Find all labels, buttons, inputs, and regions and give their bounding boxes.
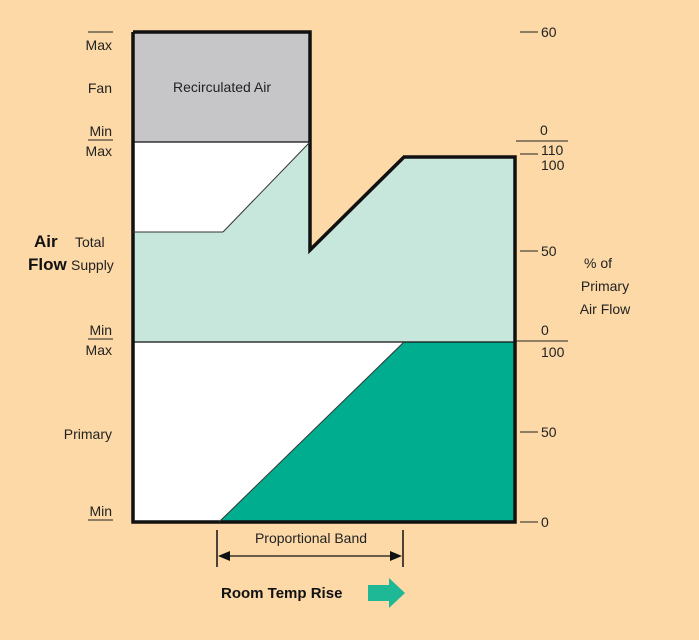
proportional-band-label: Proportional Band <box>255 530 367 546</box>
supply-label: Supply <box>71 257 114 273</box>
right-axis-title-line1: % of <box>584 255 612 271</box>
room-temp-rise-label: Room Temp Rise <box>221 585 342 602</box>
band-arrow-left-head <box>218 551 230 561</box>
tick-100-top-label: 100 <box>541 157 565 173</box>
primary-min-label: Min <box>89 503 112 519</box>
total-supply-max-label: Max <box>86 143 112 159</box>
fan-max-label: Max <box>86 37 112 53</box>
tick-0-bottom-label: 0 <box>541 514 549 530</box>
fan-label: Fan <box>88 80 112 96</box>
recirculated-air-label: Recirculated Air <box>173 79 271 95</box>
tick-60-label: 60 <box>541 24 557 40</box>
right-axis-title-line2: Primary <box>581 278 629 294</box>
diagram-outline <box>131 30 517 524</box>
total-label: Total <box>75 234 105 250</box>
tick-50-top-label: 50 <box>541 243 557 259</box>
right-arrow-icon <box>368 578 405 608</box>
air-title: Air <box>34 232 58 251</box>
fan-slope-diagonal <box>222 141 311 233</box>
tick-100-mid-label: 100 <box>541 344 565 360</box>
primary-slope-line <box>218 341 405 523</box>
tick-110-label: 110 <box>541 142 564 158</box>
right-axis-title-line3: Air Flow <box>580 301 631 317</box>
tick-50-bottom-label: 50 <box>541 424 557 440</box>
band-arrow-right-head <box>390 551 402 561</box>
total-supply-region <box>133 142 515 342</box>
tick-0-mid-label: 0 <box>541 322 549 338</box>
total-supply-min-label: Min <box>89 322 112 338</box>
primary-max-label: Max <box>86 342 112 358</box>
primary-white-region <box>133 342 404 522</box>
primary-air-region <box>219 342 515 522</box>
fan-min-label: Min <box>89 123 112 139</box>
primary-label: Primary <box>64 426 112 442</box>
fan-white-region <box>133 142 310 232</box>
flow-title: Flow <box>28 255 67 274</box>
recirculated-air-region <box>133 32 310 142</box>
tick-0-top-label: 0 <box>540 122 548 138</box>
